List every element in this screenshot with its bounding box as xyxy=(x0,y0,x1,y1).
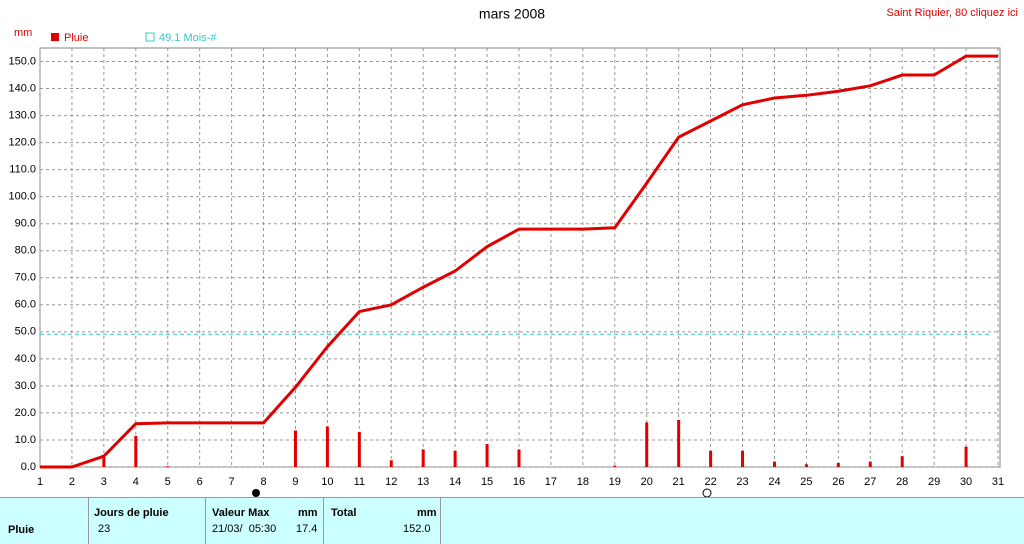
y-tick-label: 60.0 xyxy=(15,299,36,311)
x-tick-label: 30 xyxy=(960,476,972,488)
daily-bar xyxy=(325,426,329,467)
legend-label: 49.1 Mois-# xyxy=(159,32,217,44)
x-tick-label: 15 xyxy=(481,476,493,488)
chart-title: mars 2008 xyxy=(479,6,545,22)
y-tick-label: 100.0 xyxy=(8,191,36,203)
x-tick-label: 22 xyxy=(704,476,716,488)
y-tick-label: 80.0 xyxy=(15,245,36,257)
daily-bar xyxy=(677,419,681,467)
x-tick-label: 12 xyxy=(385,476,397,488)
x-tick-label: 23 xyxy=(736,476,748,488)
x-tick-label: 16 xyxy=(513,476,525,488)
daily-bar xyxy=(868,461,872,467)
daily-bar xyxy=(709,450,713,467)
header: mm xyxy=(417,507,437,519)
moon-marker xyxy=(702,488,712,497)
x-tick-label: 28 xyxy=(896,476,908,488)
x-tick-label: 29 xyxy=(928,476,940,488)
daily-bar xyxy=(804,464,808,467)
y-tick-label: 90.0 xyxy=(15,218,36,230)
x-tick-label: 3 xyxy=(101,476,107,488)
legend-label: Pluie xyxy=(64,32,88,44)
x-tick-label: 19 xyxy=(609,476,621,488)
cell: 23 xyxy=(98,523,111,535)
y-tick-label: 10.0 xyxy=(15,434,36,446)
series-line xyxy=(40,54,998,469)
x-tick-label: 20 xyxy=(641,476,653,488)
y-tick-label: 30.0 xyxy=(15,380,36,392)
header: mm xyxy=(298,507,318,519)
header: Jours de pluie xyxy=(94,507,169,519)
header: Total xyxy=(331,507,357,519)
y-tick-label: 70.0 xyxy=(15,272,36,284)
x-tick-label: 10 xyxy=(321,476,333,488)
daily-bar xyxy=(900,456,904,467)
legend-swatch xyxy=(145,32,155,42)
y-tick-label: 50.0 xyxy=(15,326,36,338)
x-tick-label: 24 xyxy=(768,476,780,488)
x-tick-label: 9 xyxy=(292,476,298,488)
daily-bar xyxy=(517,449,521,467)
y-axis-label: mm xyxy=(14,27,32,39)
header: Valeur Max xyxy=(212,507,270,519)
x-tick-label: 18 xyxy=(577,476,589,488)
daily-bar xyxy=(293,430,297,467)
y-tick-label: 20.0 xyxy=(15,407,36,419)
station-link[interactable]: Saint Riquier, 80 cliquez ici xyxy=(887,7,1018,19)
col-border xyxy=(440,498,441,544)
cell: 21/03/ 05:30 xyxy=(212,523,277,535)
plot-frame xyxy=(39,47,1001,468)
y-tick-label: 110.0 xyxy=(9,164,36,176)
daily-bar xyxy=(102,456,106,467)
daily-bar xyxy=(741,450,745,467)
col-border xyxy=(205,498,206,544)
y-tick-label: 0.0 xyxy=(21,461,36,473)
daily-bar xyxy=(772,461,776,467)
daily-bar xyxy=(836,462,840,467)
x-tick-label: 21 xyxy=(673,476,685,488)
cell: 17.4 xyxy=(296,523,318,535)
y-tick-label: 150.0 xyxy=(8,55,36,67)
chart: mars 2008 Saint Riquier, 80 cliquez ici … xyxy=(8,6,1018,497)
x-tick-label: 4 xyxy=(133,476,139,488)
x-tick-label: 6 xyxy=(197,476,203,488)
x-tick-label: 13 xyxy=(417,476,429,488)
x-tick-label: 14 xyxy=(449,476,461,488)
x-tick-label: 2 xyxy=(69,476,75,488)
y-tick-label: 140.0 xyxy=(8,82,36,94)
col-border xyxy=(88,498,89,544)
daily-bar xyxy=(453,450,457,467)
daily-bar xyxy=(166,466,170,467)
daily-bar xyxy=(645,422,649,467)
y-tick-label: 40.0 xyxy=(15,353,36,365)
x-tick-label: 25 xyxy=(800,476,812,488)
summary-table: Jours de pluie Valeur Max mm Total mm Pl… xyxy=(0,497,1024,544)
daily-bar xyxy=(134,435,138,467)
daily-bar xyxy=(613,465,617,467)
daily-bar xyxy=(421,449,425,467)
x-tick-label: 1 xyxy=(37,476,43,488)
legend-swatch xyxy=(51,33,59,41)
row-label: Pluie xyxy=(8,524,35,536)
x-tick-label: 5 xyxy=(165,476,171,488)
x-tick-label: 7 xyxy=(229,476,235,488)
daily-bar xyxy=(357,431,361,467)
daily-bar xyxy=(485,444,489,467)
x-tick-label: 17 xyxy=(545,476,557,488)
moon-marker xyxy=(252,489,260,497)
y-tick-label: 130.0 xyxy=(8,109,36,121)
daily-bar xyxy=(964,446,968,467)
x-tick-label: 27 xyxy=(864,476,876,488)
col-border xyxy=(323,498,324,544)
x-tick-label: 26 xyxy=(832,476,844,488)
x-tick-label: 8 xyxy=(260,476,266,488)
cell: 152.0 xyxy=(403,523,431,535)
y-tick-label: 120.0 xyxy=(8,137,36,149)
daily-bar xyxy=(389,460,393,467)
x-tick-label: 31 xyxy=(992,476,1004,488)
x-tick-label: 11 xyxy=(354,476,365,488)
